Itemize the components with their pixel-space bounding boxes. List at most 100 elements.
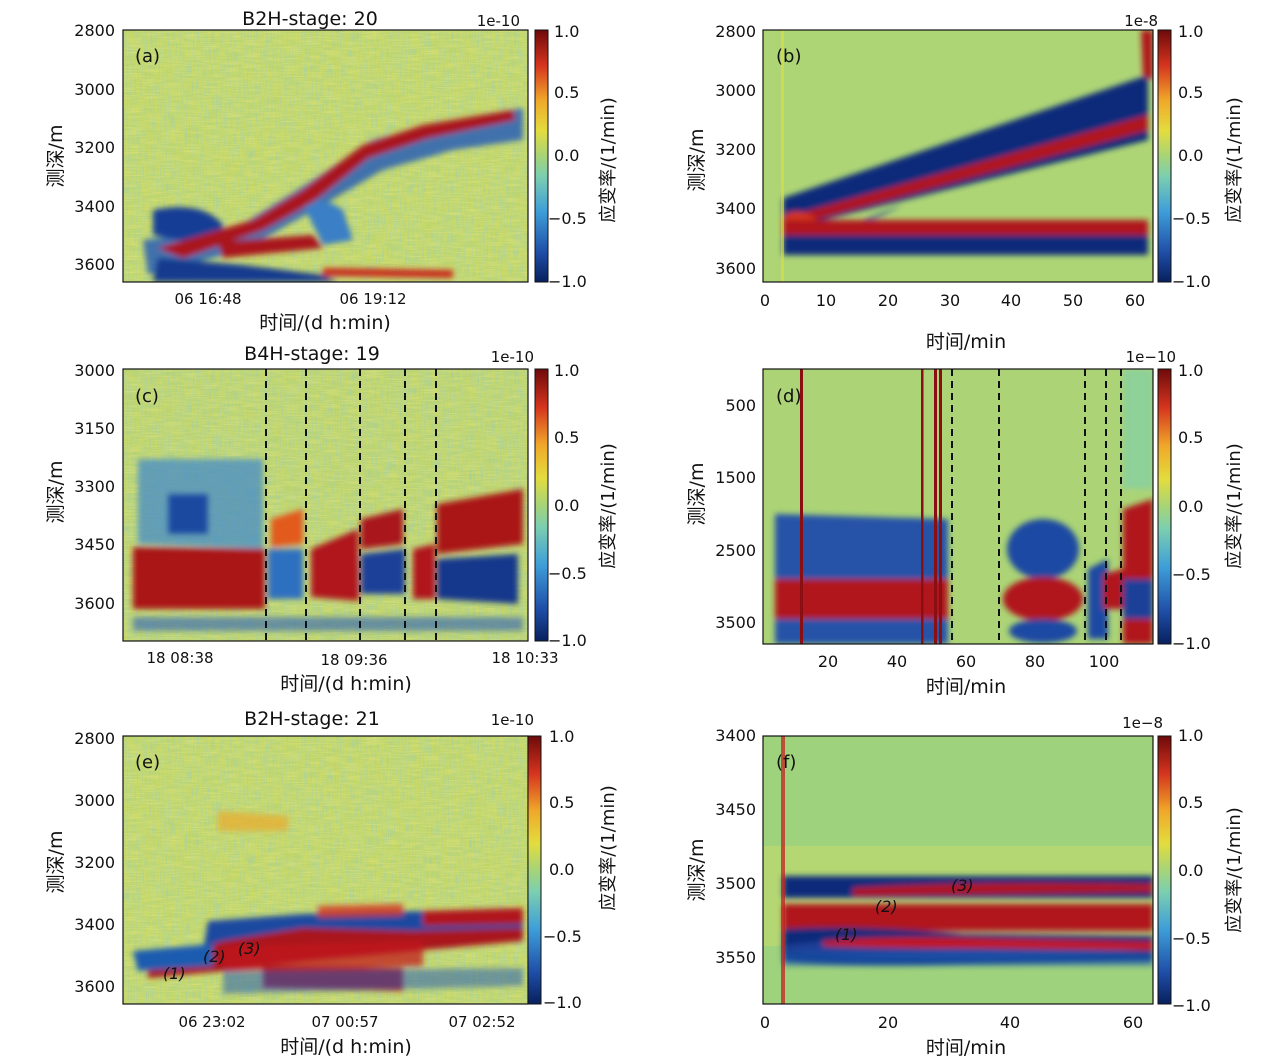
panel-b-ytick: 3000 — [715, 81, 756, 100]
panel-c-xtick: 18 10:33 — [491, 649, 558, 667]
colorbar-label: 应变率/(1/min) — [1224, 807, 1245, 933]
panel-e-ylabel: 测深/m — [45, 831, 67, 894]
panel-b-label: (b) — [776, 46, 801, 67]
panel-f-heatmap: (1) (2) (3) — [763, 736, 1153, 1004]
panel-d: 500 1500 2500 3500 20 40 60 80 100 时间/mi… — [686, 348, 1176, 698]
panel-c-heatmap — [123, 369, 528, 641]
colorbar-label: 应变率/(1/min) — [1224, 443, 1245, 569]
panel-d-xtick: 100 — [1089, 652, 1120, 671]
panel-a-ytick: 2800 — [74, 21, 115, 40]
panel-d-xtick: 80 — [1025, 652, 1045, 671]
colorbar-tick: 0.5 — [554, 83, 579, 102]
panel-a: B2H-stage: 20 2800 3000 3200 3400 3600 0… — [45, 8, 529, 334]
colorbar-tick: 1.0 — [549, 727, 574, 746]
panel-a-ytick: 3200 — [74, 138, 115, 157]
colorbar-tick: 0.0 — [1178, 497, 1203, 516]
colorbar-tick: −0.5 — [543, 927, 582, 946]
colorbar-tick: −1.0 — [543, 993, 582, 1012]
panel-d-xtick: 20 — [818, 652, 838, 671]
panel-f: (1) (2) (3) 3400 3450 3500 3550 0 20 40 … — [686, 714, 1163, 1059]
colorbar-c: 1.0 0.5 0.0 −0.5 −1.0 应变率/(1/min) — [534, 361, 619, 650]
colorbar-label: 应变率/(1/min) — [598, 785, 619, 911]
panel-e-ytick: 3400 — [74, 915, 115, 934]
panel-d-xtick: 40 — [887, 652, 907, 671]
colorbar-tick: 0.0 — [554, 496, 579, 515]
panel-b-scale: 1e-8 — [1124, 12, 1158, 30]
panel-e-ytick: 2800 — [74, 729, 115, 748]
colorbar-tick: 1.0 — [554, 361, 579, 380]
panel-f-ytick: 3550 — [715, 948, 756, 967]
colorbar-tick: 0.5 — [549, 793, 574, 812]
panel-f-xtick: 40 — [1000, 1013, 1020, 1032]
panel-e-scale: 1e-10 — [491, 711, 534, 729]
panel-c-label: (c) — [135, 386, 159, 407]
panel-f-ytick: 3500 — [715, 874, 756, 893]
panel-a-ytick: 3600 — [74, 255, 115, 274]
panel-b-ytick: 2800 — [715, 22, 756, 41]
panel-f-ytick: 3450 — [715, 800, 756, 819]
panel-e-ytick: 3000 — [74, 791, 115, 810]
panel-a-ytick: 3000 — [74, 80, 115, 99]
panel-b-xtick: 10 — [816, 291, 836, 310]
panel-a-xtick: 06 16:48 — [174, 290, 241, 308]
panel-d-ytick: 1500 — [715, 468, 756, 487]
panel-d-xtick: 60 — [956, 652, 976, 671]
panel-c-title: B4H-stage: 19 — [244, 343, 380, 365]
colorbar-tick: 0.5 — [554, 428, 579, 447]
panel-f-xtick: 0 — [760, 1013, 770, 1032]
panel-d-scale: 1e−10 — [1126, 348, 1176, 366]
colorbar-tick: 0.5 — [1178, 793, 1203, 812]
colorbar-a: 1.0 0.5 0.0 −0.5 −1.0 应变率/(1/min) — [534, 22, 619, 291]
panel-f-ytick: 3400 — [715, 726, 756, 745]
panel-e-ytick: 3200 — [74, 853, 115, 872]
panel-d-xlabel: 时间/min — [926, 676, 1006, 698]
colorbar-tick: 0.0 — [1178, 146, 1203, 165]
panel-e: B2H-stage: 21 (1) (2) (3) 2 — [45, 708, 534, 1058]
panel-e-xlabel: 时间/(d h:min) — [280, 1036, 412, 1058]
panel-e-annotation: (2) — [203, 947, 226, 966]
panel-e-label: (e) — [135, 752, 160, 773]
panel-f-xtick: 20 — [878, 1013, 898, 1032]
colorbar-d: 1.0 0.5 0.0 −0.5 −1.0 应变率/(1/min) — [1157, 361, 1245, 653]
colorbar-tick: 1.0 — [1178, 361, 1203, 380]
panel-a-ylabel: 测深/m — [45, 125, 67, 188]
panel-b-xtick: 60 — [1125, 291, 1145, 310]
panel-a-title: B2H-stage: 20 — [242, 8, 378, 30]
panel-f-xlabel: 时间/min — [926, 1037, 1006, 1059]
panel-d-ylabel: 测深/m — [686, 463, 708, 526]
panel-b-ytick: 3200 — [715, 140, 756, 159]
panel-f-label: (f) — [776, 752, 796, 773]
colorbar-tick: −0.5 — [548, 209, 587, 228]
colorbar-tick: 1.0 — [1178, 726, 1203, 745]
panel-f-xtick: 60 — [1123, 1013, 1143, 1032]
panel-c-ytick: 3600 — [74, 594, 115, 613]
panel-b-xtick: 50 — [1063, 291, 1083, 310]
panel-c-ytick: 3300 — [74, 477, 115, 496]
colorbar-tick: −1.0 — [548, 631, 587, 650]
colorbar-e: 1.0 0.5 0.0 −0.5 −1.0 应变率/(1/min) — [527, 727, 619, 1012]
panel-b-xlabel: 时间/min — [926, 331, 1006, 353]
colorbar-label: 应变率/(1/min) — [598, 97, 619, 223]
colorbar-tick: −1.0 — [1172, 634, 1211, 653]
panel-d-ytick: 3500 — [715, 613, 756, 632]
colorbar-tick: −1.0 — [1172, 272, 1211, 291]
panel-e-xtick: 07 02:52 — [448, 1013, 515, 1031]
colorbar-tick: −0.5 — [548, 564, 587, 583]
panel-a-label: (a) — [135, 46, 160, 67]
panel-a-xlabel: 时间/(d h:min) — [259, 312, 391, 334]
panel-a-ytick: 3400 — [74, 197, 115, 216]
colorbar-tick: −1.0 — [1172, 996, 1211, 1015]
panel-e-annotation: (3) — [238, 939, 261, 958]
colorbar-tick: 1.0 — [554, 22, 579, 41]
panel-c-xlabel: 时间/(d h:min) — [280, 673, 412, 695]
panel-c: B4H-stage: 19 — [45, 343, 559, 695]
colorbar-tick: 0.5 — [1178, 83, 1203, 102]
panel-c-ylabel: 测深/m — [45, 461, 67, 524]
panel-e-heatmap: (1) (2) (3) — [123, 736, 528, 1004]
panel-e-annotation: (1) — [163, 964, 186, 983]
panel-f-annotation: (1) — [835, 925, 858, 944]
panel-b-xtick: 40 — [1001, 291, 1021, 310]
panel-d-label: (d) — [776, 386, 801, 407]
panel-b-xtick: 20 — [878, 291, 898, 310]
panel-a-heatmap — [123, 30, 528, 282]
